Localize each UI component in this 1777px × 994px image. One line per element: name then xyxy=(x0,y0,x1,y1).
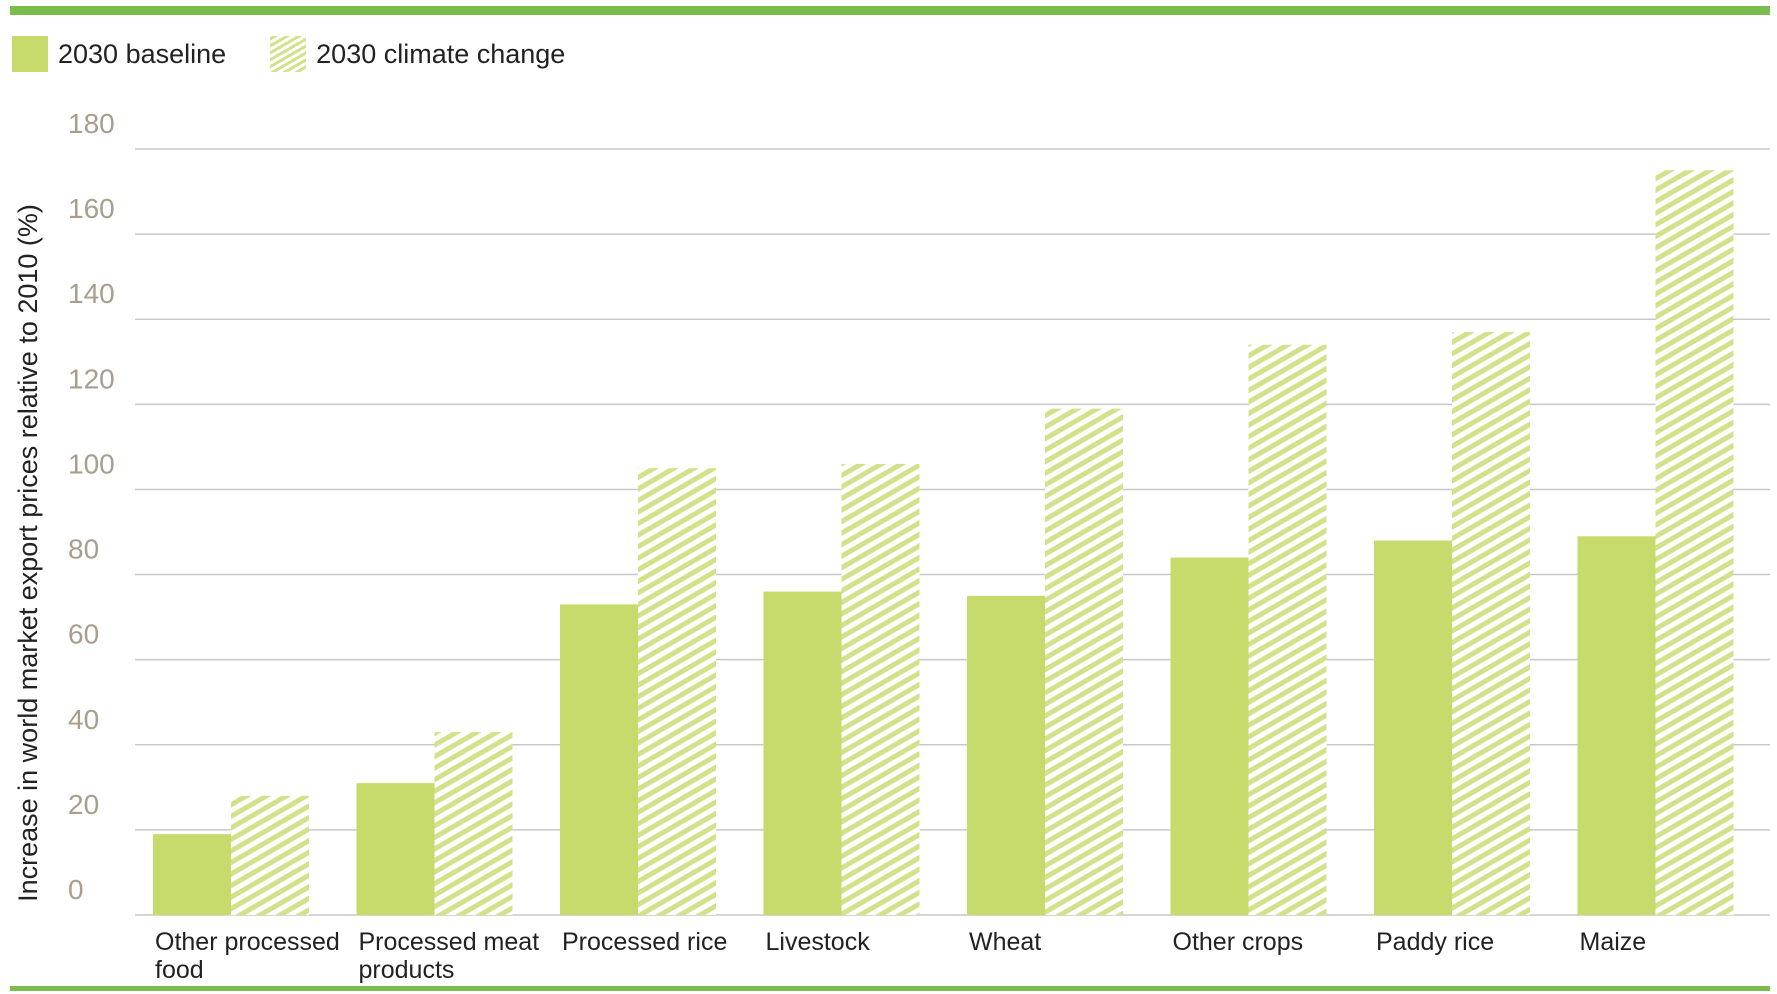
bar-climate-7 xyxy=(1655,170,1734,915)
x-category-label-7-0: Maize xyxy=(1580,928,1647,956)
y-tick-label-180: 180 xyxy=(68,108,115,139)
x-category-label-1-1: products xyxy=(359,956,455,984)
y-tick-label-160: 160 xyxy=(68,193,115,224)
legend-item-climate: 2030 climate change xyxy=(270,36,565,72)
bar-baseline-6 xyxy=(1374,540,1452,915)
legend-label-baseline: 2030 baseline xyxy=(58,38,227,69)
y-tick-label-60: 60 xyxy=(68,619,99,650)
bar-climate-1 xyxy=(434,732,513,915)
x-category-label-2-0: Processed rice xyxy=(562,928,727,956)
legend-swatch-baseline xyxy=(12,36,48,72)
bar-baseline-0 xyxy=(153,834,231,915)
bar-baseline-4 xyxy=(967,595,1045,915)
bar-climate-5 xyxy=(1248,344,1327,915)
bar-baseline-5 xyxy=(1170,557,1249,915)
x-category-label-0-1: food xyxy=(155,956,204,984)
bar-baseline-1 xyxy=(356,783,435,915)
y-tick-label-0: 0 xyxy=(68,874,84,905)
x-category-label-1-0: Processed meat xyxy=(359,928,540,956)
top-rule xyxy=(10,6,1770,15)
x-category-label-4-0: Wheat xyxy=(969,928,1041,956)
bar-climate-0 xyxy=(231,795,309,915)
y-tick-label-140: 140 xyxy=(68,278,115,309)
bar-climate-2 xyxy=(638,468,716,915)
legend: 2030 baseline 2030 climate change xyxy=(12,34,609,74)
y-tick-label-120: 120 xyxy=(68,363,115,394)
bar-baseline-2 xyxy=(560,604,638,915)
x-category-label-5-0: Other crops xyxy=(1173,928,1304,956)
bar-climate-4 xyxy=(1045,408,1123,915)
bar-baseline-7 xyxy=(1577,536,1656,915)
y-tick-label-20: 20 xyxy=(68,789,99,820)
x-category-label-6-0: Paddy rice xyxy=(1376,928,1494,956)
bar-baseline-3 xyxy=(763,591,842,915)
bar-climate-3 xyxy=(841,463,920,915)
x-category-label-3-0: Livestock xyxy=(766,928,871,956)
legend-swatch-climate xyxy=(270,36,307,72)
legend-label-climate: 2030 climate change xyxy=(316,38,566,69)
x-category-label-0-0: Other processed xyxy=(155,928,340,956)
y-tick-label-80: 80 xyxy=(68,534,99,565)
bars xyxy=(153,170,1734,915)
y-tick-label-100: 100 xyxy=(68,448,115,479)
y-tick-label-40: 40 xyxy=(68,704,99,735)
legend-item-baseline: 2030 baseline xyxy=(12,36,226,72)
bottom-rule xyxy=(10,986,1770,991)
y-axis-ticks: 0 20 40 60 80 100 120 140 160 180 xyxy=(68,108,115,905)
y-axis-title: Increase in world market export prices r… xyxy=(13,204,43,902)
bar-climate-6 xyxy=(1452,331,1530,915)
